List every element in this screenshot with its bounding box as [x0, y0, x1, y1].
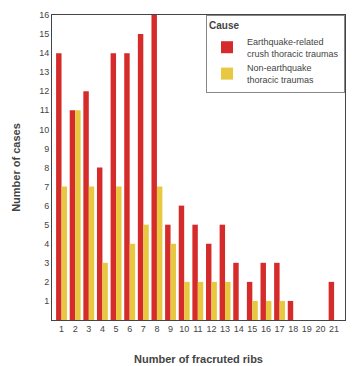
svg-text:5: 5 [44, 220, 49, 230]
svg-text:16: 16 [39, 10, 49, 20]
svg-text:12: 12 [39, 86, 49, 96]
svg-text:7: 7 [141, 324, 146, 334]
svg-text:15: 15 [39, 29, 49, 39]
svg-text:Number of fracruted ribs: Number of fracruted ribs [134, 353, 263, 365]
svg-text:13: 13 [39, 67, 49, 77]
svg-text:11: 11 [40, 105, 49, 115]
svg-text:14: 14 [39, 48, 49, 58]
svg-text:1: 1 [44, 296, 49, 306]
svg-text:2: 2 [73, 324, 78, 334]
svg-text:20: 20 [315, 324, 325, 334]
svg-text:9: 9 [168, 324, 173, 334]
svg-text:17: 17 [275, 324, 285, 334]
svg-text:13: 13 [220, 324, 230, 334]
svg-text:3: 3 [86, 324, 91, 334]
svg-text:3: 3 [44, 258, 49, 268]
svg-text:12: 12 [206, 324, 216, 334]
svg-text:19: 19 [302, 324, 312, 334]
svg-text:10: 10 [179, 324, 189, 334]
svg-text:Earthquake-relatedcrush thorac: Earthquake-relatedcrush thoracic traumas [247, 37, 339, 59]
svg-text:8: 8 [154, 324, 159, 334]
svg-text:18: 18 [288, 324, 298, 334]
svg-text:1: 1 [59, 324, 64, 334]
svg-text:14: 14 [234, 324, 244, 334]
svg-text:16: 16 [261, 324, 271, 334]
svg-text:21: 21 [329, 324, 339, 334]
svg-text:5: 5 [114, 324, 119, 334]
svg-text:Cause: Cause [209, 20, 239, 31]
svg-text:4: 4 [44, 239, 49, 249]
svg-text:11: 11 [193, 324, 202, 334]
svg-text:7: 7 [44, 182, 49, 192]
svg-text:4: 4 [100, 324, 105, 334]
svg-text:8: 8 [44, 163, 49, 173]
svg-text:9: 9 [44, 144, 49, 154]
svg-text:10: 10 [39, 125, 49, 135]
svg-text:6: 6 [127, 324, 132, 334]
svg-text:Number of cases: Number of cases [10, 123, 22, 212]
svg-text:15: 15 [247, 324, 257, 334]
svg-text:6: 6 [44, 201, 49, 211]
svg-text:2: 2 [44, 277, 49, 287]
svg-text:Non-earthquakethoracic traumas: Non-earthquakethoracic traumas [247, 63, 314, 85]
